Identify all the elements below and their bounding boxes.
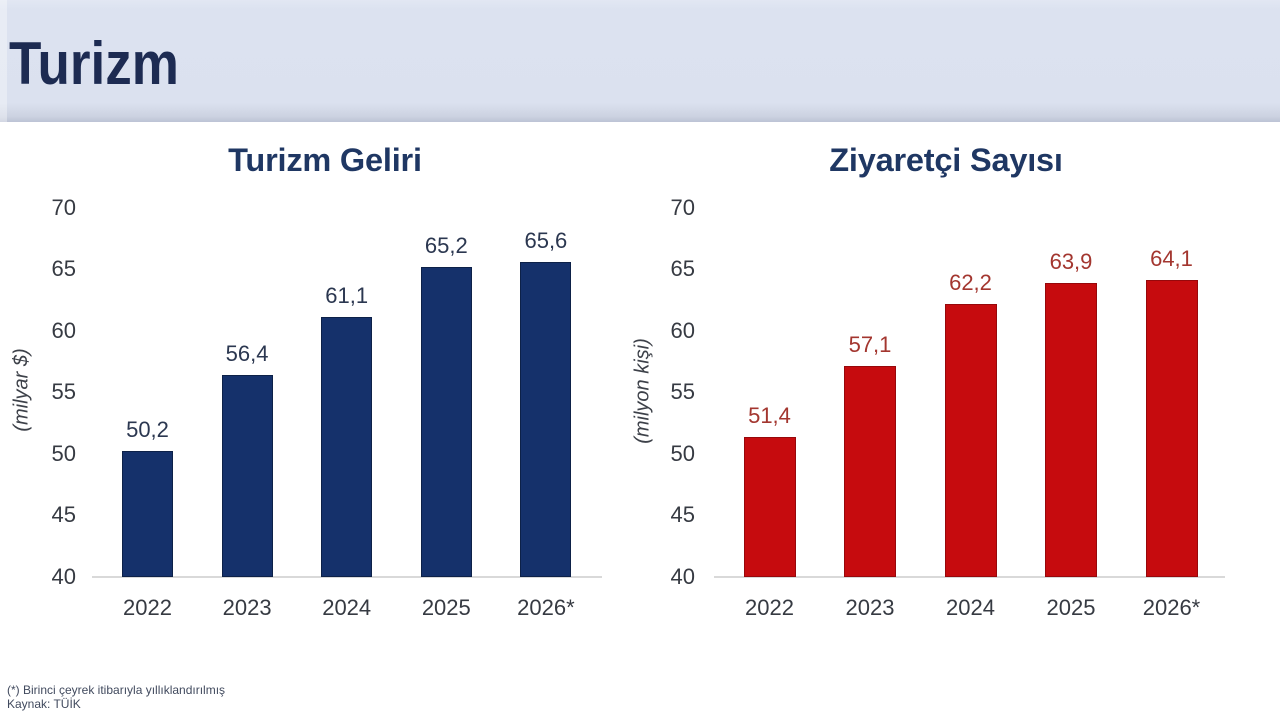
y-tick-label: 40 [670,564,695,589]
x-axis-line [92,576,602,578]
bar-value-label: 56,4 [225,341,269,366]
x-axis-line [714,576,1225,578]
x-category-label: 2025 [421,595,471,620]
bar-value-label: 61,1 [325,283,369,309]
footnote: (*) Birinci çeyrek itibarıyla yıllıkland… [7,683,226,711]
y-tick-label: 50 [670,440,695,466]
bar-value-label: 64,1 [1150,246,1193,272]
x-category-label: 2025 [1046,595,1096,620]
x-category-label: 2023 [222,595,272,620]
y-tick-label: 40 [51,564,76,589]
y-tick-label: 65 [670,256,695,282]
bar-value-label: 65,6 [524,227,568,253]
footnote-line-1: (*) Birinci çeyrek itibarıyla yıllıkland… [7,683,226,697]
y-tick-label: 60 [670,317,695,343]
bar [944,303,997,577]
bar-value-label: 62,2 [949,269,992,295]
chart-title-turizm-geliri: Turizm Geliri [228,142,422,178]
bar-value-label: 51,4 [748,402,791,428]
y-tick-label: 60 [51,317,76,343]
bar-value-label: 63,9 [1049,248,1093,274]
bar [321,317,373,577]
y-tick-label: 50 [51,440,76,466]
footnote-line-2: Kaynak: TÜİK [7,696,81,711]
y-tick-label: 55 [51,379,76,405]
bar [122,451,173,577]
header-banner: Turizm [0,0,1280,122]
page-title: Turizm [9,30,179,97]
y-tick-label: 45 [670,502,695,528]
y-tick-label: 45 [51,502,76,528]
y-tick-label: 70 [670,194,695,220]
x-category-label: 2026* [517,595,575,620]
x-category-label: 2023 [845,595,895,620]
bar-value-label: 65,2 [424,232,468,258]
bar [520,261,572,577]
bar [844,366,896,577]
x-category-label: 2022 [123,595,172,620]
bar [420,266,472,577]
x-category-label: 2026* [1142,595,1201,620]
bar-value-label: 57,1 [848,332,892,358]
y-tick-label: 65 [51,256,76,282]
y-tick-label: 55 [670,379,695,405]
bar [743,436,796,577]
x-category-label: 2022 [745,595,794,620]
x-category-label: 2024 [322,595,372,620]
bar [1145,280,1198,577]
bar-value-label: 50,2 [126,417,169,443]
y-tick-label: 70 [51,194,76,220]
bar [1045,282,1097,577]
chart-title-ziyaretci-sayisi: Ziyaretçi Sayısı [829,142,1063,178]
x-category-label: 2024 [946,595,995,620]
bar [221,375,273,577]
